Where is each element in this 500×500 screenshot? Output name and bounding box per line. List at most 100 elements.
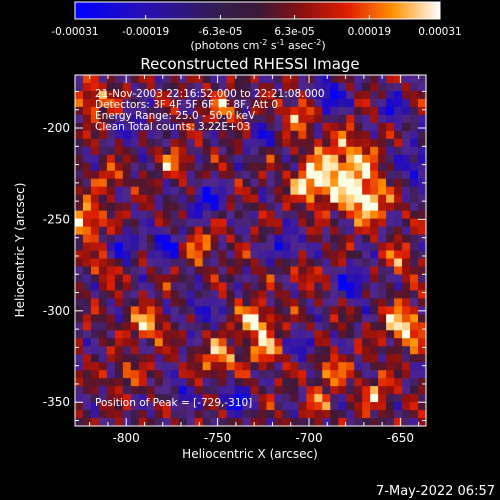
heatmap-cell bbox=[178, 418, 188, 427]
heatmap-cell bbox=[306, 394, 315, 403]
heatmap-cell bbox=[170, 258, 180, 268]
heatmap-cell bbox=[314, 378, 323, 387]
heatmap-cell bbox=[202, 290, 212, 299]
heatmap-cell bbox=[402, 282, 411, 291]
heatmap-cell bbox=[98, 234, 108, 244]
heatmap-cell bbox=[418, 354, 427, 363]
heatmap-cell bbox=[354, 75, 363, 84]
heatmap-cell bbox=[130, 234, 140, 244]
heatmap-cell bbox=[298, 170, 307, 180]
heatmap-cell bbox=[75, 218, 84, 228]
heatmap-cell bbox=[362, 250, 371, 260]
heatmap-cell bbox=[394, 378, 403, 387]
heatmap-cell bbox=[138, 90, 148, 100]
heatmap-cell bbox=[418, 154, 427, 164]
heatmap-cell bbox=[114, 90, 124, 100]
heatmap-cell bbox=[370, 242, 379, 252]
heatmap-cell bbox=[98, 122, 108, 132]
heatmap-cell bbox=[194, 266, 204, 276]
y-axis-label: Heliocentric Y (arcsec) bbox=[13, 183, 27, 318]
heatmap-cell bbox=[186, 82, 196, 92]
heatmap-cell bbox=[418, 402, 427, 411]
heatmap-cell bbox=[178, 138, 188, 148]
heatmap-cell bbox=[162, 266, 172, 276]
heatmap-cell bbox=[170, 75, 180, 84]
heatmap-cell bbox=[114, 82, 124, 92]
heatmap-cell bbox=[258, 354, 268, 363]
heatmap-cell bbox=[402, 338, 411, 347]
heatmap-cell bbox=[90, 194, 100, 204]
heatmap-cell bbox=[226, 146, 236, 156]
heatmap-cell bbox=[330, 242, 339, 252]
heatmap-cell bbox=[75, 90, 84, 100]
heatmap-cell bbox=[90, 82, 100, 92]
heatmap-cell bbox=[338, 378, 347, 387]
heatmap-cell bbox=[290, 234, 299, 244]
heatmap-cell bbox=[226, 90, 236, 100]
heatmap-cell bbox=[362, 178, 371, 188]
heatmap-cell bbox=[418, 370, 427, 379]
heatmap-cell bbox=[146, 402, 156, 411]
heatmap-cell bbox=[346, 274, 355, 284]
heatmap-cell bbox=[242, 354, 252, 363]
heatmap-cell bbox=[170, 298, 180, 307]
heatmap-cell bbox=[146, 106, 156, 116]
heatmap-cell bbox=[154, 154, 164, 164]
heatmap-cell bbox=[82, 210, 92, 220]
heatmap-cell bbox=[330, 410, 339, 419]
heatmap-cell bbox=[194, 394, 204, 403]
heatmap-cell bbox=[114, 154, 124, 164]
heatmap-cell bbox=[258, 394, 268, 403]
heatmap-cell bbox=[194, 354, 204, 363]
heatmap-cell bbox=[122, 90, 132, 100]
heatmap-cell bbox=[402, 90, 411, 100]
heatmap-cell bbox=[154, 282, 164, 291]
heatmap-cell bbox=[82, 234, 92, 244]
heatmap-cell bbox=[346, 266, 355, 276]
heatmap-cell bbox=[258, 178, 268, 188]
heatmap-cell bbox=[290, 322, 299, 331]
heatmap-cell bbox=[170, 98, 180, 108]
heatmap-cell bbox=[75, 314, 84, 323]
heatmap-cell bbox=[114, 338, 124, 347]
heatmap-cell bbox=[75, 410, 84, 419]
heatmap-cell bbox=[226, 122, 236, 132]
heatmap-cell bbox=[106, 274, 116, 284]
heatmap-cell bbox=[354, 322, 363, 331]
heatmap-cell bbox=[290, 370, 299, 379]
heatmap-cell bbox=[114, 402, 124, 411]
heatmap-cell bbox=[402, 402, 411, 411]
heatmap-cell bbox=[146, 210, 156, 220]
heatmap-cell bbox=[154, 114, 164, 124]
colorbar-tick-label: 0.00031 bbox=[418, 26, 461, 38]
heatmap-cell bbox=[386, 242, 395, 252]
heatmap-cell bbox=[282, 378, 291, 387]
heatmap-cell bbox=[362, 146, 371, 156]
heatmap-cell bbox=[226, 178, 236, 188]
heatmap-cell bbox=[242, 202, 252, 212]
heatmap-cell bbox=[418, 226, 427, 236]
heatmap-cell bbox=[122, 210, 132, 220]
heatmap-cell bbox=[402, 298, 411, 307]
heatmap-cell bbox=[306, 82, 315, 92]
heatmap-cell bbox=[274, 306, 284, 315]
heatmap-cell bbox=[306, 242, 315, 252]
colorbar-tick-labels: -0.00031 -0.00019 -6.3e-05 6.3e-05 0.00019 0.… bbox=[51, 26, 461, 38]
annotations: 21-Nov-2003 22:16:52.000 to 22:21:08.000… bbox=[95, 88, 325, 133]
heatmap-cell bbox=[274, 362, 284, 371]
heatmap-cell bbox=[250, 370, 260, 379]
heatmap-cell bbox=[242, 250, 252, 260]
heatmap-cell bbox=[106, 122, 116, 132]
heatmap-cell bbox=[394, 114, 403, 124]
heatmap-cell bbox=[410, 290, 419, 299]
heatmap-cell bbox=[98, 330, 108, 339]
heatmap-cell bbox=[75, 386, 84, 395]
heatmap-cell bbox=[378, 234, 387, 244]
heatmap-cell bbox=[394, 314, 403, 323]
heatmap-cell bbox=[274, 154, 284, 164]
heatmap-cell bbox=[138, 282, 148, 291]
heatmap-cell bbox=[338, 146, 347, 156]
heatmap-cell bbox=[386, 194, 395, 204]
heatmap-cell bbox=[178, 75, 188, 84]
heatmap-cell bbox=[250, 298, 260, 307]
